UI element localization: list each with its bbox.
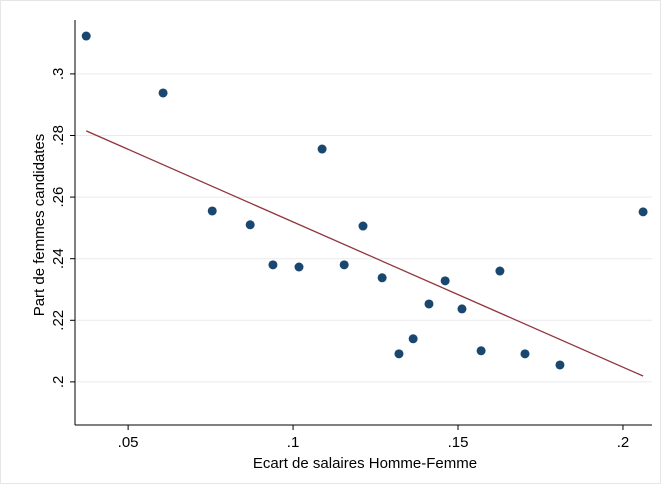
point <box>158 88 168 98</box>
point <box>424 299 434 309</box>
point <box>495 266 505 276</box>
y-tick-label: .2 <box>50 376 67 389</box>
y-axis-title: Part de femmes candidates <box>31 134 48 317</box>
x-axis-title: Ecart de salaires Homme-Femme <box>253 455 477 472</box>
y-tick-label: .24 <box>50 248 67 269</box>
point <box>81 31 91 41</box>
x-tick-label: .2 <box>617 434 630 451</box>
point <box>408 334 418 344</box>
y-tick-label: .26 <box>50 187 67 208</box>
point <box>638 207 648 217</box>
point <box>339 260 349 270</box>
point <box>268 260 278 270</box>
point <box>476 346 486 356</box>
point <box>394 349 404 359</box>
y-tick-label: .22 <box>50 310 67 331</box>
point <box>520 349 530 359</box>
x-tick-label: .05 <box>118 434 139 451</box>
point <box>358 221 368 231</box>
point <box>555 360 565 370</box>
point <box>377 273 387 283</box>
point <box>294 262 304 272</box>
fit-line <box>85 130 644 377</box>
point <box>440 276 450 286</box>
x-tick-label: .15 <box>448 434 469 451</box>
y-tick-label: .3 <box>50 68 67 81</box>
point <box>245 220 255 230</box>
y-tick-label: .28 <box>50 125 67 146</box>
point <box>457 304 467 314</box>
point <box>317 144 327 154</box>
x-tick-label: .1 <box>287 434 300 451</box>
point <box>207 206 217 216</box>
